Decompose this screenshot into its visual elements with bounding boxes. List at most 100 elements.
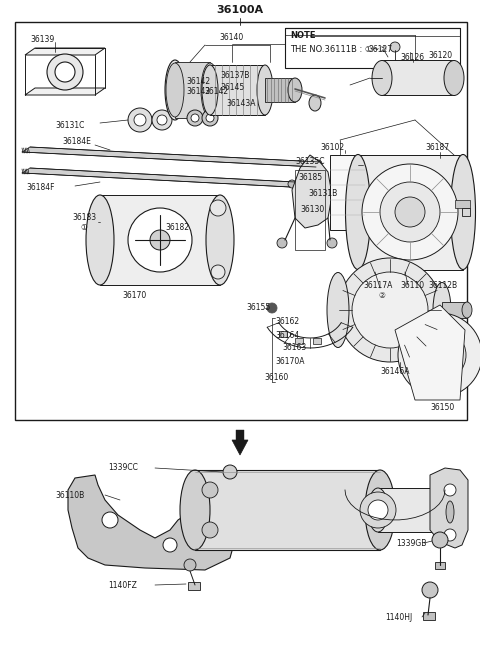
Circle shape <box>210 200 226 216</box>
Circle shape <box>202 110 218 126</box>
Ellipse shape <box>166 63 184 117</box>
Bar <box>175 62 210 118</box>
Ellipse shape <box>365 470 395 550</box>
Ellipse shape <box>202 65 218 115</box>
Ellipse shape <box>165 60 185 120</box>
Text: 36126: 36126 <box>400 54 424 62</box>
Circle shape <box>390 42 400 52</box>
Text: 36187: 36187 <box>425 143 449 153</box>
Circle shape <box>338 258 442 362</box>
Circle shape <box>398 313 480 397</box>
Text: 36142: 36142 <box>204 88 228 96</box>
Text: 36145: 36145 <box>220 83 244 92</box>
Circle shape <box>432 532 448 548</box>
Polygon shape <box>292 155 332 228</box>
Text: 1339GB: 1339GB <box>396 538 426 548</box>
Text: 36117A: 36117A <box>363 280 392 290</box>
Ellipse shape <box>368 488 388 532</box>
Text: 36137B: 36137B <box>220 71 250 79</box>
Text: 1140HJ: 1140HJ <box>385 612 412 622</box>
Text: 36142: 36142 <box>186 88 210 96</box>
Circle shape <box>352 272 428 348</box>
Polygon shape <box>22 147 320 167</box>
Circle shape <box>184 559 196 571</box>
Text: 36170A: 36170A <box>275 358 304 367</box>
Bar <box>330 155 365 230</box>
Text: ①: ① <box>80 223 87 233</box>
Bar <box>331 333 338 339</box>
Text: 36120: 36120 <box>428 50 452 60</box>
Text: 36184E: 36184E <box>62 138 91 147</box>
Circle shape <box>444 529 456 541</box>
Circle shape <box>202 522 218 538</box>
Bar <box>442 302 467 318</box>
Bar <box>188 582 200 590</box>
Ellipse shape <box>180 470 210 550</box>
Ellipse shape <box>288 78 302 102</box>
Text: 36130: 36130 <box>300 206 324 214</box>
Ellipse shape <box>206 195 234 285</box>
Circle shape <box>223 465 237 479</box>
Text: 36112B: 36112B <box>428 280 457 290</box>
Circle shape <box>414 329 466 381</box>
Bar <box>15 22 467 420</box>
Ellipse shape <box>433 488 453 532</box>
Circle shape <box>102 512 118 528</box>
Text: 36131C: 36131C <box>55 121 84 130</box>
Ellipse shape <box>86 195 114 285</box>
Text: 36110B: 36110B <box>55 491 84 500</box>
Polygon shape <box>22 168 295 187</box>
Bar <box>195 470 380 550</box>
Text: 1140FZ: 1140FZ <box>108 582 137 591</box>
Ellipse shape <box>257 65 273 115</box>
Bar <box>295 170 325 250</box>
Text: 36185: 36185 <box>298 174 322 183</box>
Ellipse shape <box>462 302 472 318</box>
Text: 36164: 36164 <box>275 331 299 339</box>
Ellipse shape <box>309 95 321 111</box>
Bar <box>358 155 463 270</box>
Circle shape <box>277 238 287 248</box>
Circle shape <box>202 482 218 498</box>
Circle shape <box>150 230 170 250</box>
Circle shape <box>211 265 225 279</box>
Circle shape <box>444 484 456 496</box>
Circle shape <box>395 197 425 227</box>
Text: 36100A: 36100A <box>216 5 264 15</box>
Circle shape <box>47 54 83 90</box>
Circle shape <box>368 500 388 520</box>
Text: 36170: 36170 <box>122 291 146 299</box>
Text: 36131B: 36131B <box>308 189 337 198</box>
Polygon shape <box>430 468 468 548</box>
Ellipse shape <box>327 272 349 348</box>
Bar <box>462 208 470 216</box>
Ellipse shape <box>372 60 392 96</box>
Circle shape <box>422 582 438 598</box>
Circle shape <box>380 182 440 242</box>
Ellipse shape <box>201 63 219 117</box>
Text: 1339CC: 1339CC <box>108 464 138 472</box>
Text: 36143A: 36143A <box>226 98 255 107</box>
Polygon shape <box>68 475 235 570</box>
Text: 36182: 36182 <box>165 223 189 233</box>
Bar <box>100 195 220 285</box>
Bar <box>435 562 445 569</box>
Circle shape <box>327 238 337 248</box>
Circle shape <box>152 110 172 130</box>
Text: ②: ② <box>378 291 385 299</box>
Circle shape <box>128 208 192 272</box>
Text: 36139: 36139 <box>30 35 54 45</box>
Text: 36183: 36183 <box>72 214 96 223</box>
Circle shape <box>128 108 152 132</box>
Bar <box>423 612 435 620</box>
Ellipse shape <box>346 155 371 269</box>
Bar <box>210 65 265 115</box>
Text: 36184F: 36184F <box>26 183 55 193</box>
Circle shape <box>187 110 203 126</box>
Circle shape <box>157 115 167 125</box>
Text: 36155: 36155 <box>246 303 270 312</box>
Text: 36163: 36163 <box>282 343 306 352</box>
Ellipse shape <box>444 60 464 96</box>
Circle shape <box>163 538 177 552</box>
Polygon shape <box>25 48 105 55</box>
